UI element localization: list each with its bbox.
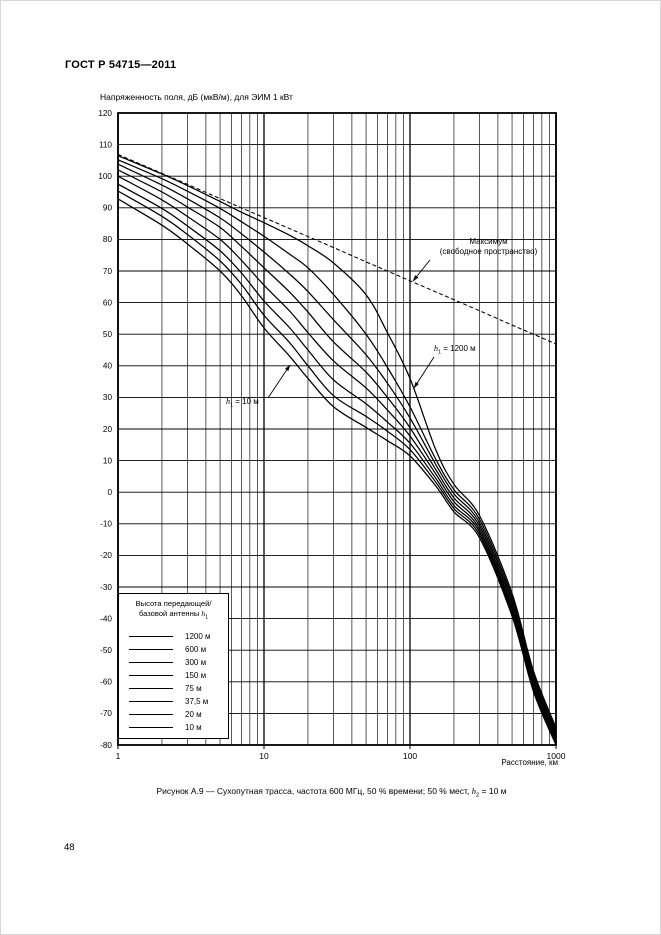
y-tick-label: 110 bbox=[99, 140, 112, 149]
free-space-curve bbox=[118, 153, 556, 345]
legend-item: 75 м bbox=[119, 682, 228, 695]
curve-h1-75_м bbox=[118, 175, 556, 738]
legend-title: Высота передающей/ базовой антенны h1 bbox=[119, 599, 228, 623]
curve-h1-10_м bbox=[118, 198, 556, 745]
legend-rows: 1200 м 600 м 300 м 150 м 75 м 37,5 м 20 м 10 м bbox=[119, 630, 228, 734]
annotation-arrows bbox=[267, 259, 435, 399]
legend-line-swatch bbox=[129, 713, 173, 715]
legend-item-label: 600 м bbox=[185, 644, 207, 654]
x-tick-label: 1 bbox=[116, 751, 121, 761]
curve-h1-20_м bbox=[118, 190, 556, 743]
legend-item: 37,5 м bbox=[119, 695, 228, 708]
legend-line-swatch bbox=[129, 648, 173, 650]
x-axis-label: Расстояние, км bbox=[501, 758, 558, 767]
y-tick-label: -70 bbox=[100, 709, 112, 718]
annotation-free-space: Максимум (свободное пространство) bbox=[401, 237, 576, 257]
legend-item: 10 м bbox=[119, 721, 228, 734]
annotation-arrow bbox=[267, 364, 291, 399]
y-tick-label: 10 bbox=[103, 456, 113, 465]
annotation-arrow bbox=[413, 356, 435, 389]
curve-h1-600_м bbox=[118, 159, 556, 731]
annotation-h1-10: h1 = 10 м bbox=[226, 397, 259, 411]
legend-item: 300 м bbox=[119, 656, 228, 669]
y-tick-label: 90 bbox=[103, 204, 113, 213]
y-tick-label: -30 bbox=[100, 583, 112, 592]
legend-line-swatch bbox=[129, 700, 173, 702]
legend-line-swatch bbox=[129, 661, 173, 663]
y-tick-label: -80 bbox=[100, 741, 112, 750]
legend-item-label: 20 м bbox=[185, 709, 202, 719]
curve-h1-1200_м bbox=[118, 155, 556, 728]
y-tick-label: 30 bbox=[103, 393, 113, 402]
y-tick-label: 0 bbox=[107, 488, 112, 497]
y-tick-label: 20 bbox=[103, 425, 113, 434]
annotation-free-space-line1: Максимум bbox=[469, 237, 508, 246]
legend-item-label: 37,5 м bbox=[185, 696, 209, 706]
x-tick-label: 1000 bbox=[547, 751, 566, 761]
annotation-h1-1200-var: h bbox=[434, 344, 438, 353]
legend-item: 600 м bbox=[119, 643, 228, 656]
annotation-h1-1200-rest: = 1200 м bbox=[441, 344, 476, 353]
curves bbox=[118, 153, 556, 745]
chart-title: Напряженность поля, дБ (мкВ/м), для ЭИМ … bbox=[100, 92, 293, 102]
legend-line-swatch bbox=[129, 635, 173, 637]
y-tick-label: -50 bbox=[100, 646, 112, 655]
annotation-h1-10-rest: = 10 м bbox=[233, 397, 259, 406]
curve-h1-150_м bbox=[118, 169, 556, 736]
y-tick-label: -10 bbox=[100, 520, 112, 529]
figure-caption: Рисунок А.9 — Сухопутная трасса, частота… bbox=[156, 786, 507, 799]
y-tick-label: -60 bbox=[100, 678, 112, 687]
document-header: ГОСТ Р 54715—2011 bbox=[65, 59, 177, 71]
y-tick-label: 50 bbox=[103, 330, 113, 339]
annotation-h1-10-sub: 1 bbox=[230, 402, 234, 409]
annotation-arrow bbox=[412, 259, 431, 282]
legend-item: 20 м bbox=[119, 708, 228, 721]
curve-h1-300_м bbox=[118, 163, 556, 733]
legend-line-swatch bbox=[129, 674, 173, 676]
annotation-free-space-line2: (свободное пространство) bbox=[439, 247, 538, 256]
legend-item-label: 150 м bbox=[185, 670, 207, 680]
x-tick-label: 100 bbox=[403, 751, 417, 761]
legend-item: 1200 м bbox=[119, 630, 228, 643]
legend-item-label: 1200 м bbox=[185, 631, 211, 641]
y-tick-label: 60 bbox=[103, 298, 113, 307]
y-tick-label: -20 bbox=[100, 551, 112, 560]
y-tick-label: 70 bbox=[103, 267, 113, 276]
legend-title-line1: Высота передающей/ bbox=[135, 599, 212, 608]
legend-item: 150 м bbox=[119, 669, 228, 682]
curve-h1-37_5_м bbox=[118, 183, 556, 741]
legend-title-line2: базовой антенны h1 bbox=[138, 608, 209, 621]
y-tick-label: -40 bbox=[100, 614, 112, 623]
y-tick-labels: 1201101009080706050403020100-10-20-30-40… bbox=[98, 109, 112, 750]
annotation-h1-1200: h1 = 1200 м bbox=[434, 344, 476, 358]
plot-border bbox=[117, 112, 557, 746]
y-tick-label: 100 bbox=[98, 172, 112, 181]
legend-item-label: 75 м bbox=[185, 683, 202, 693]
legend-line-swatch bbox=[129, 687, 173, 689]
page-number: 48 bbox=[64, 842, 75, 853]
annotation-h1-10-var: h bbox=[226, 397, 230, 406]
legend: Высота передающей/ базовой антенны h1 12… bbox=[118, 593, 229, 739]
legend-line-swatch bbox=[129, 726, 173, 728]
y-tick-label: 120 bbox=[98, 109, 112, 118]
y-tick-label: 80 bbox=[103, 235, 113, 244]
y-tick-label: 40 bbox=[103, 362, 113, 371]
x-tick-label: 10 bbox=[259, 751, 269, 761]
x-tick-labels: 1 10 100 1000 bbox=[116, 745, 566, 761]
legend-item-label: 10 м bbox=[185, 722, 202, 732]
legend-item-label: 300 м bbox=[185, 657, 207, 667]
annotation-h1-1200-sub: 1 bbox=[438, 349, 442, 356]
